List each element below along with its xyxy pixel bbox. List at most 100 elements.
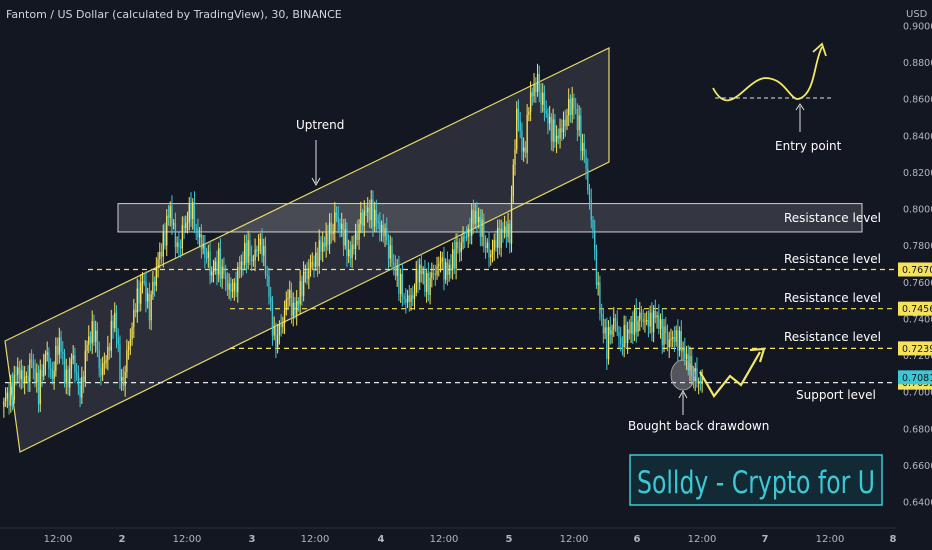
candle-body (528, 111, 530, 115)
candle-body (680, 330, 682, 352)
x-tick-label: 12:00 (301, 534, 330, 545)
candle-body (658, 315, 660, 329)
candle-body (159, 251, 161, 260)
candle-body (200, 233, 203, 249)
candle-body (185, 223, 187, 229)
candle-body (308, 267, 310, 280)
candle-body (654, 310, 657, 318)
candle-body (651, 312, 653, 333)
candle-body (202, 243, 204, 249)
axis-unit-label: USD (906, 9, 928, 20)
candle-body (384, 228, 386, 237)
candle-body (441, 257, 443, 262)
candle-body (48, 352, 50, 369)
candle-body (524, 147, 527, 153)
candle-body (549, 116, 551, 124)
candle-body (27, 375, 29, 383)
candle-body (115, 312, 118, 338)
candle-body (599, 282, 601, 314)
candle-body (502, 229, 504, 233)
chart-title: Fantom / US Dollar (calculated by Tradin… (6, 8, 342, 21)
price-level-tag (898, 262, 932, 277)
candle-body (571, 97, 573, 115)
candle-body (60, 337, 62, 352)
candle-body (306, 271, 308, 280)
candle-body (136, 288, 138, 313)
candle-body (346, 229, 348, 257)
candle-body (538, 73, 540, 92)
candle-body (628, 329, 631, 334)
candle-body (181, 225, 183, 249)
x-tick-label: 2 (119, 534, 126, 545)
x-tick-label: 3 (249, 534, 256, 545)
candle-body (226, 280, 229, 290)
candle-body (330, 222, 332, 235)
price-level-tag-text: 0.7670 (902, 265, 932, 276)
candle-body (389, 245, 391, 259)
candle-body (228, 283, 230, 290)
candle-body (566, 115, 568, 127)
candle-body (119, 344, 121, 381)
candle-body (486, 242, 488, 248)
candle-body (283, 310, 286, 324)
candle-body (117, 337, 119, 345)
candle-body (647, 319, 650, 327)
candle-body (457, 241, 459, 249)
candle-body (323, 242, 326, 247)
candle-body (419, 264, 421, 283)
candle-body (590, 199, 592, 221)
candle-body (536, 73, 539, 93)
candle-body (642, 318, 644, 322)
candle-body (4, 398, 7, 402)
uptrend-channel (4, 47, 610, 453)
candle-body (415, 269, 417, 293)
candle-body (469, 228, 471, 237)
candle-body (479, 216, 482, 237)
candle-body (289, 290, 291, 298)
candle-body (453, 249, 456, 269)
candle-body (43, 364, 45, 377)
candle-body (382, 224, 384, 237)
candle-body (302, 271, 305, 296)
candle-body (569, 99, 572, 115)
drawdown-pointer-head (678, 389, 688, 399)
candle-body (568, 99, 570, 116)
candle-body (422, 270, 424, 275)
candle-body (561, 128, 563, 133)
candle-body (287, 297, 289, 300)
candle-body (299, 280, 301, 305)
candle-body (455, 241, 457, 269)
candle-body (147, 293, 149, 302)
candle-body (207, 251, 209, 258)
candle-body (408, 295, 410, 302)
candle-body (143, 281, 145, 283)
candle-body (46, 352, 48, 355)
candle-body (86, 344, 88, 351)
candle-body (178, 242, 180, 248)
candle-body (179, 247, 182, 249)
candle-body (510, 196, 513, 244)
x-tick-label: 12:00 (173, 534, 202, 545)
candle-body (122, 376, 125, 386)
candle-body (474, 210, 476, 224)
candle-body (296, 300, 298, 315)
candle-body (363, 211, 365, 226)
candle-body (204, 243, 206, 258)
candle-body (49, 368, 52, 370)
candle-body (632, 322, 634, 335)
candle-body (604, 327, 606, 334)
candle-body (623, 324, 625, 347)
candle-body (630, 322, 632, 334)
candle-body (472, 209, 475, 224)
candle-body (62, 351, 64, 354)
candle-body (24, 376, 26, 384)
candle-body (606, 327, 608, 360)
